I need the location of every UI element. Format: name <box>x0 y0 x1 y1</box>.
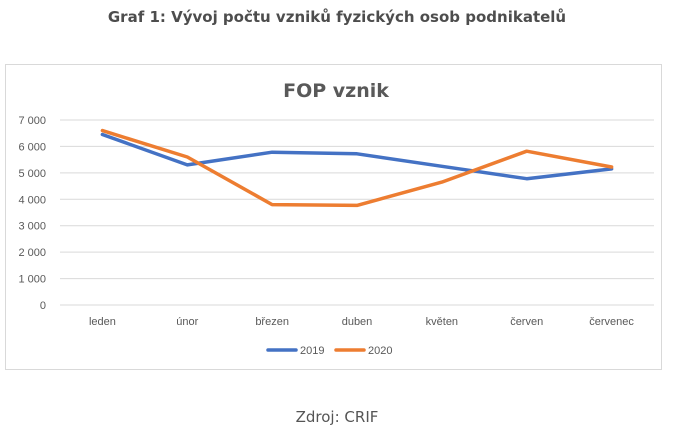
x-tick-label: leden <box>89 316 116 328</box>
y-axis-ticks: 0 1 000 2 000 3 000 4 000 5 000 6 000 7 000 <box>18 115 46 312</box>
y-tick-label: 5 000 <box>18 168 46 180</box>
legend-label-2020: 2020 <box>368 345 392 357</box>
y-tick-label: 7 000 <box>18 115 46 127</box>
x-tick-label: únor <box>176 316 198 328</box>
x-tick-label: červenec <box>589 316 634 328</box>
line-chart: FOP vznik 0 1 000 2 000 3 000 4 000 5 000 6 00… <box>18 80 654 357</box>
x-tick-label: květen <box>426 316 458 328</box>
chart-frame: FOP vznik 0 1 000 2 000 3 000 4 000 5 000 6 00… <box>5 64 662 370</box>
legend-label-2019: 2019 <box>300 345 324 357</box>
gridlines <box>60 119 654 306</box>
figure-heading: Graf 1: Vývoj počtu vzniků fyzických oso… <box>107 8 567 26</box>
series-line-2020 <box>100 128 614 208</box>
series-line-2019 <box>100 132 614 181</box>
x-tick-label: březen <box>255 316 289 328</box>
y-tick-label: 4 000 <box>18 194 46 206</box>
source-caption: Zdroj: CRIF <box>295 408 379 426</box>
legend: 2019 2020 <box>266 345 392 357</box>
x-axis-ticks: leden únor březen duben květen červen červenec <box>89 316 634 328</box>
y-tick-label: 2 000 <box>18 247 46 259</box>
y-tick-label: 0 <box>40 300 46 312</box>
y-tick-label: 3 000 <box>18 221 46 233</box>
x-tick-label: duben <box>342 316 373 328</box>
y-tick-label: 6 000 <box>18 141 46 153</box>
chart-title: FOP vznik <box>283 80 389 102</box>
x-tick-label: červen <box>510 316 543 328</box>
series-lines <box>100 128 614 208</box>
y-tick-label: 1 000 <box>18 274 46 286</box>
